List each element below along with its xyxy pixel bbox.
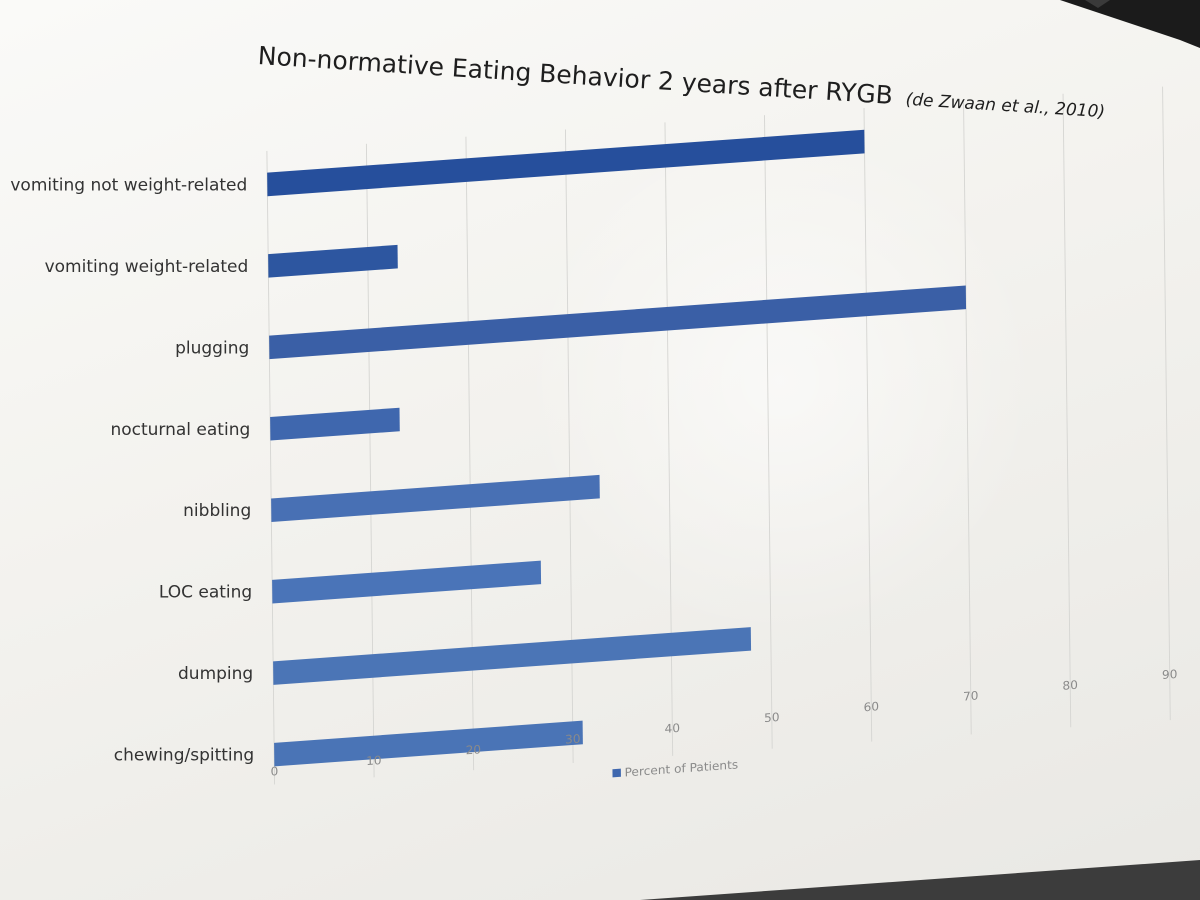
- subtitle-citation: (de Zwaan et al., 2010): [905, 90, 1106, 122]
- x-tick-label: 90: [1162, 667, 1178, 682]
- category-label: vomiting not weight-related: [10, 175, 247, 195]
- category-label: chewing/spitting: [114, 746, 255, 766]
- chart-title: Non-normative Eating Behavior 2 years af…: [257, 41, 1106, 123]
- x-tick-label: 60: [863, 699, 879, 714]
- x-axis-ticks: 0 10 20 30 40 50 60 70 80 90: [270, 667, 1178, 778]
- category-label: nibbling: [183, 501, 251, 521]
- x-tick-label: 30: [565, 732, 581, 747]
- x-tick-label: 80: [1062, 678, 1078, 693]
- x-tick-label: 50: [764, 710, 780, 725]
- gridline: [764, 115, 773, 749]
- bezel-bottom: [640, 860, 1200, 900]
- category-label: plugging: [175, 338, 249, 358]
- gridline: [465, 136, 475, 771]
- x-tick-label: 40: [665, 721, 681, 736]
- gridline: [863, 108, 873, 742]
- title-text: Non-normative Eating Behavior 2 years af…: [257, 41, 894, 110]
- bar: [274, 720, 583, 767]
- x-tick-label: 0: [270, 764, 278, 778]
- bar: [270, 407, 400, 441]
- bar: [268, 244, 398, 278]
- monitor-bezel: [640, 0, 1200, 900]
- gridline: [963, 100, 972, 735]
- bezel-notch: [1085, 0, 1110, 8]
- bar: [269, 285, 967, 360]
- bar: [273, 627, 752, 685]
- bars: [267, 129, 967, 767]
- svg-text:Non-normative Eating Behavior: Non-normative Eating Behavior 2 years af…: [257, 41, 1106, 123]
- gridline: [1162, 86, 1171, 721]
- legend-label: Percent of Patients: [625, 758, 739, 780]
- gridlines: [266, 86, 1171, 785]
- bar: [271, 474, 600, 523]
- category-label: nocturnal eating: [110, 420, 250, 440]
- bar: [272, 560, 542, 604]
- bezel-top-right: [1060, 0, 1200, 48]
- gridline: [664, 122, 674, 756]
- category-label: vomiting weight-related: [45, 257, 249, 277]
- category-label: LOC eating: [159, 583, 252, 603]
- category-labels: vomiting not weight-related vomiting weig…: [10, 175, 254, 765]
- gridline: [564, 129, 574, 764]
- chart-area: 0 10 20 30 40 50 60 70 80 90 Percent of Patients: [266, 86, 1178, 785]
- x-tick-label: 10: [366, 753, 382, 768]
- gridline: [1062, 93, 1072, 728]
- gridline: [365, 143, 375, 778]
- legend: Percent of Patients: [612, 758, 739, 780]
- gridline: [266, 150, 276, 785]
- category-label: dumping: [178, 664, 253, 684]
- legend-swatch: [612, 768, 621, 778]
- x-tick-label: 20: [466, 742, 482, 757]
- bar: [267, 129, 865, 197]
- x-tick-label: 70: [963, 689, 979, 704]
